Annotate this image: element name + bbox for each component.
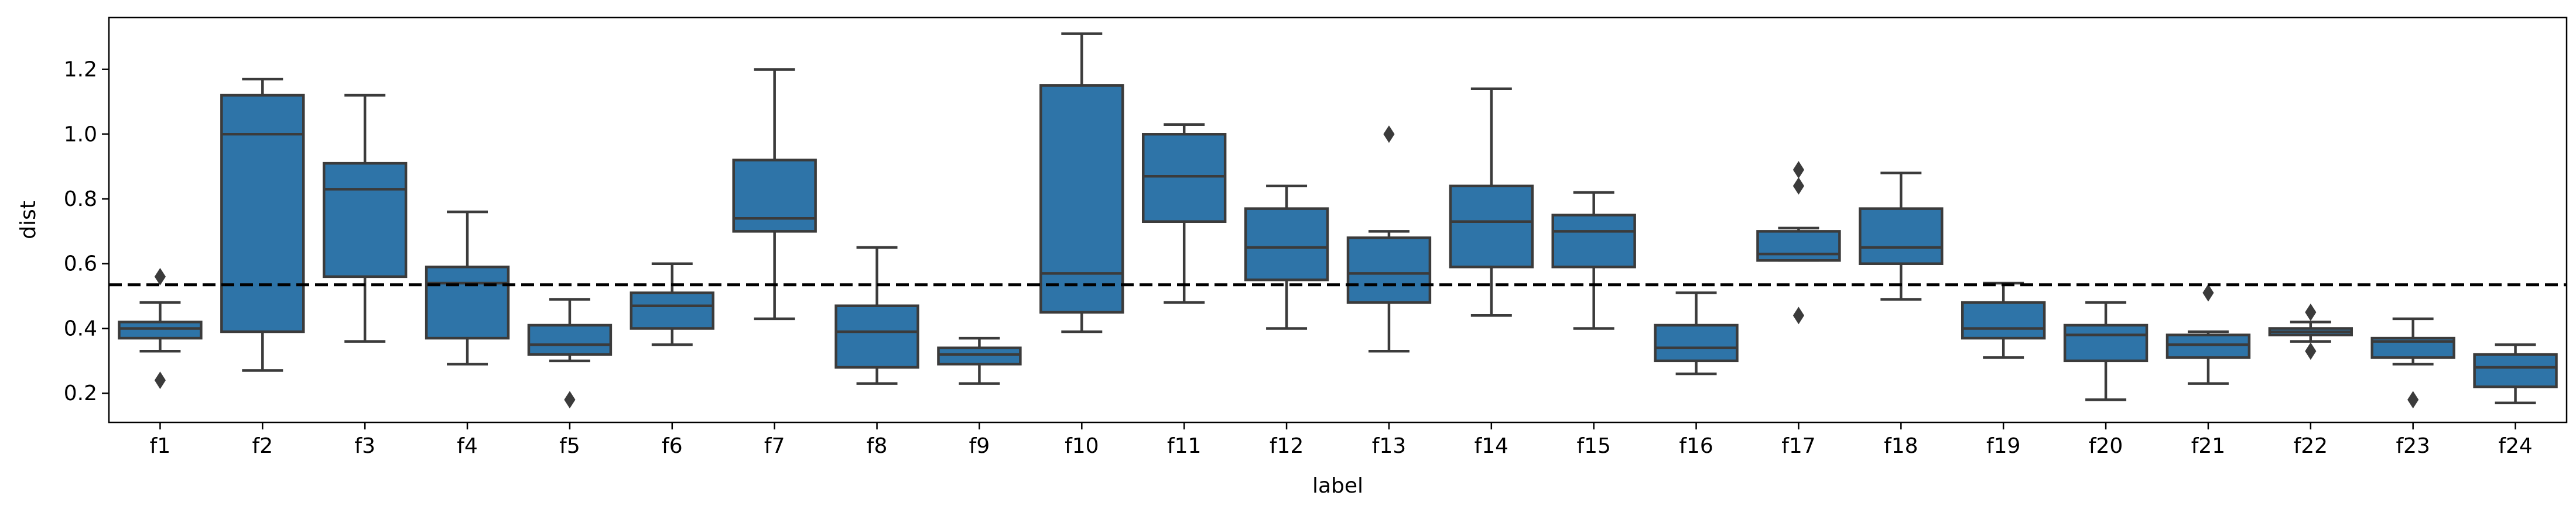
x-tick-label-f13: f13	[1372, 434, 1406, 458]
x-tick-label-f16: f16	[1679, 434, 1713, 458]
x-tick-label-f7: f7	[764, 434, 785, 458]
box-f2	[220, 94, 305, 333]
x-tick-label-f6: f6	[662, 434, 683, 458]
y-tick-label: 0.4	[64, 317, 97, 340]
x-tick-label-f24: f24	[2498, 434, 2532, 458]
y-tick-label: 0.2	[64, 381, 97, 405]
y-tick-label: 0.6	[64, 252, 97, 276]
box-f24	[2473, 353, 2558, 388]
y-tick-label: 1.2	[64, 58, 97, 82]
box-f1	[118, 321, 203, 340]
x-tick-label-f9: f9	[969, 434, 990, 458]
box-f19	[1961, 301, 2046, 340]
box-f6	[630, 291, 715, 330]
x-axis-title: label	[1312, 474, 1363, 498]
box-f13	[1346, 236, 1432, 304]
box-f4	[425, 266, 510, 340]
box-f3	[322, 161, 408, 278]
x-tick-label-f8: f8	[867, 434, 888, 458]
box-f15	[1551, 214, 1636, 269]
x-tick-label-f14: f14	[1475, 434, 1508, 458]
box-f16	[1654, 324, 1739, 363]
x-tick-label-f15: f15	[1576, 434, 1610, 458]
plot-area: 0.2 0.4 0.6 0.8 1.0 1.2 f1 f2 f3 f4 f5 f6 f7 f8 f9 f10 f…	[64, 16, 2568, 458]
outlier-f17	[1792, 307, 1805, 325]
outlier-f22	[2305, 303, 2317, 321]
box-f12	[1244, 207, 1329, 281]
box-f11	[1141, 133, 1227, 223]
y-tick-label: 0.8	[64, 187, 97, 211]
x-tick-label-f20: f20	[2089, 434, 2123, 458]
box-f14	[1449, 184, 1534, 269]
box-f5	[527, 324, 613, 356]
x-tick-label-f22: f22	[2294, 434, 2328, 458]
x-tick-label-f12: f12	[1270, 434, 1304, 458]
x-tick-label-f19: f19	[1986, 434, 2020, 458]
box-f9	[937, 346, 1022, 366]
y-tick-label: 1.0	[64, 122, 97, 146]
box-f21	[2166, 333, 2251, 359]
outlier-f5	[564, 391, 576, 409]
outlier-f17	[1792, 177, 1805, 195]
outlier-f22	[2305, 342, 2317, 360]
outlier-f17	[1792, 161, 1805, 179]
outlier-f13	[1383, 125, 1395, 143]
outlier-f23	[2407, 391, 2419, 409]
outlier-f1	[154, 371, 166, 389]
box-f17	[1756, 230, 1841, 262]
x-tick-label-f23: f23	[2396, 434, 2430, 458]
outlier-f21	[2202, 284, 2214, 302]
box-f8	[834, 304, 919, 369]
x-tick-label-f10: f10	[1065, 434, 1099, 458]
x-tick-label-f3: f3	[354, 434, 375, 458]
x-tick-label-f2: f2	[252, 434, 273, 458]
x-tick-label-f11: f11	[1167, 434, 1201, 458]
x-tick-label-f4: f4	[457, 434, 478, 458]
outlier-f1	[154, 267, 166, 285]
box-f10	[1039, 84, 1124, 314]
x-tick-label-f17: f17	[1781, 434, 1815, 458]
x-tick-label-f1: f1	[150, 434, 171, 458]
x-tick-label-f18: f18	[1884, 434, 1918, 458]
x-tick-label-f5: f5	[559, 434, 580, 458]
x-tick-label-f21: f21	[2191, 434, 2225, 458]
box-f20	[2063, 324, 2149, 363]
axes-frame	[108, 16, 2568, 424]
box-f18	[1859, 207, 1944, 265]
box-f7	[732, 159, 817, 233]
y-axis-title: dist	[16, 201, 40, 239]
